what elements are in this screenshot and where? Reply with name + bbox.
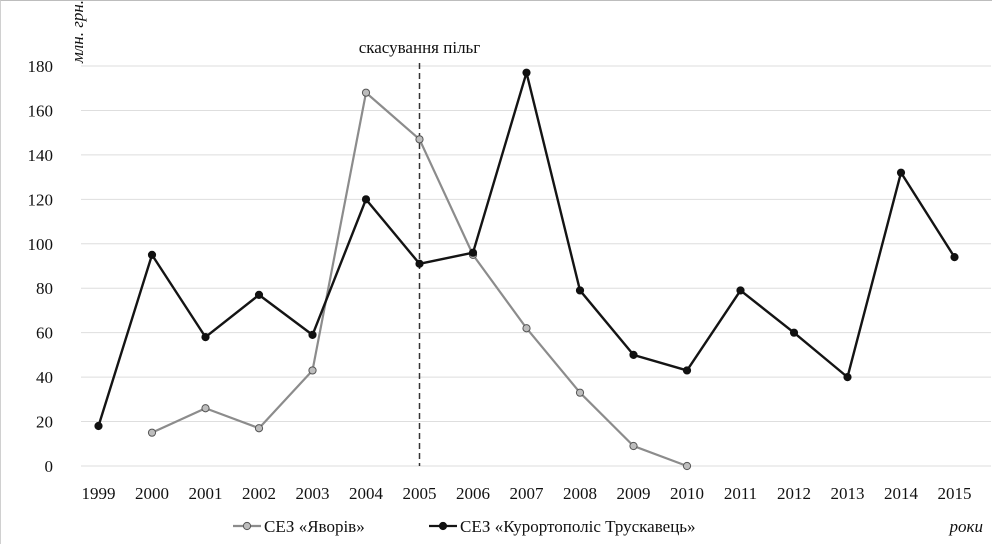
- x-tick-label-2006: 2006: [456, 484, 490, 503]
- series-1-point-2011: [736, 286, 745, 295]
- series-1-point-2006: [468, 248, 478, 257]
- series-1-point-2015: [950, 253, 959, 262]
- x-axis-ticks: 1999 2000 2001 2002 2003 2004 2005 2006 2007 2008…: [82, 484, 972, 503]
- x-tick-label-2011: 2011: [724, 484, 757, 503]
- series-1-point-2013: [843, 373, 852, 382]
- series-1-point-2007: [522, 68, 531, 77]
- x-tick-label-2015: 2015: [938, 484, 972, 503]
- x-tick-label-2012: 2012: [777, 484, 811, 503]
- x-tick-label-2005: 2005: [403, 484, 437, 503]
- series-0-point-2005: [415, 135, 424, 144]
- series-0-point-2009: [629, 441, 638, 451]
- series-0-point-2001: [201, 404, 210, 413]
- y-tick-label-20: 20: [36, 413, 53, 432]
- series-1: [94, 68, 959, 431]
- legend-swatch-marker-1: [438, 521, 448, 531]
- series-1-point-1999: [94, 421, 103, 431]
- series-1-point-2014: [896, 168, 906, 177]
- series-1-point-2004: [361, 195, 371, 204]
- annotation-label: скасування пільг: [359, 38, 481, 57]
- series-0: [147, 88, 692, 471]
- x-tick-label-1999: 1999: [82, 484, 116, 503]
- x-tick-label-2004: 2004: [349, 484, 384, 503]
- series-0-point-2000: [147, 428, 157, 437]
- x-tick-label-2002: 2002: [242, 484, 276, 503]
- legend-label-0: СЕЗ «Яворів»: [264, 517, 365, 536]
- series-1-point-2008: [575, 286, 585, 295]
- y-tick-label-180: 180: [28, 57, 54, 76]
- gridlines: [81, 65, 991, 467]
- legend-label-1: СЕЗ «Курортополіс Трускавець»: [460, 517, 696, 536]
- series-line-1: [97, 71, 956, 427]
- y-axis-title: млн. грн.: [68, 1, 87, 64]
- x-tick-label-2003: 2003: [296, 484, 330, 503]
- series-0-point-2007: [522, 324, 531, 333]
- y-tick-label-120: 120: [28, 190, 54, 209]
- y-tick-label-160: 160: [28, 101, 54, 120]
- x-tick-label-2000: 2000: [135, 484, 169, 503]
- series-0-point-2010: [682, 461, 692, 471]
- series-0-point-2004: [361, 88, 371, 97]
- x-tick-label-2013: 2013: [831, 484, 865, 503]
- series-1-point-2002: [254, 290, 264, 299]
- series-0-point-2008: [575, 388, 585, 397]
- legend: СЕЗ «Яворів» СЕЗ «Курортополіс Трускавець…: [233, 517, 696, 536]
- series-layer: [94, 68, 959, 471]
- series-0-point-2002: [254, 424, 264, 433]
- x-tick-label-2009: 2009: [617, 484, 651, 503]
- x-tick-label-2008: 2008: [563, 484, 597, 503]
- y-tick-label-0: 0: [45, 457, 54, 476]
- legend-item-1: СЕЗ «Курортополіс Трускавець»: [429, 517, 696, 536]
- series-1-point-2000: [147, 250, 157, 259]
- x-tick-label-2014: 2014: [884, 484, 919, 503]
- y-tick-label-140: 140: [28, 146, 54, 165]
- x-axis-title: роки: [949, 517, 983, 536]
- series-1-point-2009: [629, 350, 638, 359]
- legend-swatch-marker-0: [242, 521, 252, 531]
- y-axis-ticks: 0 20 40 60 80 100 120 140 160 180: [28, 57, 54, 476]
- y-tick-label-100: 100: [28, 235, 54, 254]
- series-0-point-2003: [308, 366, 317, 375]
- series-1-point-2010: [682, 366, 692, 375]
- series-1-point-2001: [201, 333, 210, 342]
- y-tick-label-40: 40: [36, 368, 53, 387]
- y-tick-label-80: 80: [36, 279, 53, 298]
- legend-item-0: СЕЗ «Яворів»: [233, 517, 365, 536]
- x-tick-label-2001: 2001: [189, 484, 223, 503]
- x-tick-label-2010: 2010: [670, 484, 704, 503]
- y-tick-label-60: 60: [36, 324, 53, 343]
- x-tick-label-2007: 2007: [510, 484, 545, 503]
- series-1-point-2005: [415, 259, 424, 268]
- series-1-point-2012: [789, 328, 799, 337]
- series-1-point-2003: [308, 330, 317, 339]
